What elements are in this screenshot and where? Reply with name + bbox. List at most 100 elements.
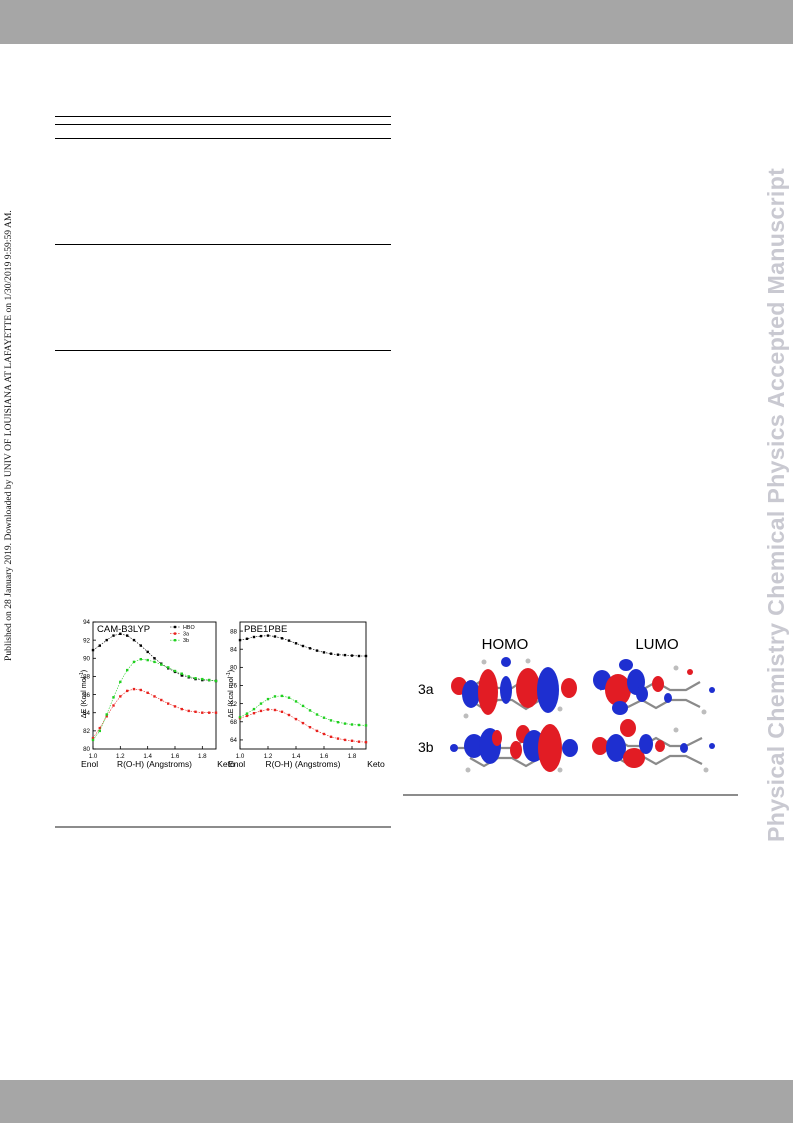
x-tick-label: 1.4 [143,753,152,760]
y-tick-label: 72 [230,701,237,708]
point-3a [214,711,218,714]
point-3a [336,737,340,740]
point-3b [132,660,136,664]
point-3b [214,679,218,683]
orbital-3b-homo [450,724,578,772]
point-3b [146,658,149,662]
y-tick-label: 80 [230,665,237,672]
table-rule-head [55,124,391,125]
point-HBO [98,644,101,647]
point-3a [357,740,361,743]
point-3a [187,709,190,713]
y-axis-label-sup: -1 [226,672,232,677]
point-3b [343,722,347,725]
point-3b [201,677,204,681]
y-tick-label: 94 [83,619,90,626]
point-3a [153,695,156,698]
top-band [0,0,793,44]
y-tick-label: 80 [83,746,90,753]
x-axis-label: R(O-H) (Angstroms) [117,759,192,769]
point-HBO [287,639,291,642]
point-HBO [322,651,326,654]
point-3b [266,697,270,701]
x-tick-label: 1.4 [292,753,301,760]
point-3b [91,738,95,742]
plot-title: CAM-B3LYP [97,624,150,635]
atom-dots [463,658,709,773]
keto-label: Keto [217,759,235,769]
point-HBO [252,635,256,639]
point-3a [132,687,136,691]
homo-label: HOMO [482,636,529,653]
point-3a [273,708,277,712]
point-3a [167,702,170,705]
point-3b [315,713,319,716]
plot-frame [92,621,217,750]
y-axis-label: ΔE (Kcal mol-1) [226,670,235,718]
lumo-label: LUMO [635,636,678,653]
y-tick-label: 86 [83,692,90,699]
y-tick-label: 88 [83,674,90,681]
point-3b [301,704,305,708]
point-3b [252,707,256,711]
y-axis-label-main: ΔE (Kcal mol [226,676,235,718]
point-3b [322,716,326,719]
orbital-3b-lumo [592,719,715,768]
y-tick-label: 92 [83,637,90,644]
point-3b [357,723,361,727]
point-3b [119,680,122,684]
point-3b [173,669,177,673]
x-tick-label: 1.2 [264,753,273,760]
x-tick-label: 1.6 [320,753,329,760]
point-HBO [180,674,183,677]
point-HBO [329,652,333,655]
y-tick-label: 84 [230,646,237,653]
point-HBO [245,637,249,640]
plot-title: PBE1PBE [244,624,287,635]
x-tick-label: 1.6 [171,753,180,760]
point-3b [153,660,156,664]
point-3b [98,729,101,733]
point-3a [160,698,163,702]
point-3b [167,666,170,669]
point-3b [187,675,190,678]
point-3a [126,689,129,693]
point-3b [287,696,291,699]
point-3a [364,741,368,744]
point-3a [280,710,284,713]
point-3a [294,717,298,721]
point-3b [112,696,115,699]
point-HBO [259,634,263,638]
point-3a [287,713,291,717]
row-label-3b: 3b [418,739,434,755]
table-rule-mid-2 [55,244,391,245]
point-3b [180,672,183,675]
point-3a [119,695,122,698]
point-3b [329,719,333,722]
y-tick-label: 68 [230,719,237,726]
point-HBO [105,638,108,642]
point-3b [336,721,340,724]
point-3b [160,663,163,666]
y-tick-label: 64 [230,737,237,744]
caption-rule-left [55,826,391,828]
point-3a [105,715,108,718]
legend-entry: 3a [183,632,189,638]
x-tick-label: 1.0 [89,753,98,760]
point-3a [315,729,319,733]
point-HBO [315,649,319,652]
y-axis-label-main: ΔE (Kcal mol [79,676,88,718]
y-tick-label: 90 [83,655,90,662]
caption-rule-right [403,794,738,796]
point-3b [350,723,354,726]
point-3a [322,732,326,736]
orbital-3a-homo [451,657,577,715]
row-label-3a: 3a [418,681,434,697]
pbe1pbe-plot: 1.0 1.2 1.4 1.6 1.8 64 68 72 76 80 84 88 PBE1PBE ΔE (… [226,621,385,769]
point-3a [259,709,263,713]
point-3b [280,694,284,698]
legend-entry: 3b [183,638,189,644]
point-HBO [294,642,298,645]
point-3b [105,713,108,716]
